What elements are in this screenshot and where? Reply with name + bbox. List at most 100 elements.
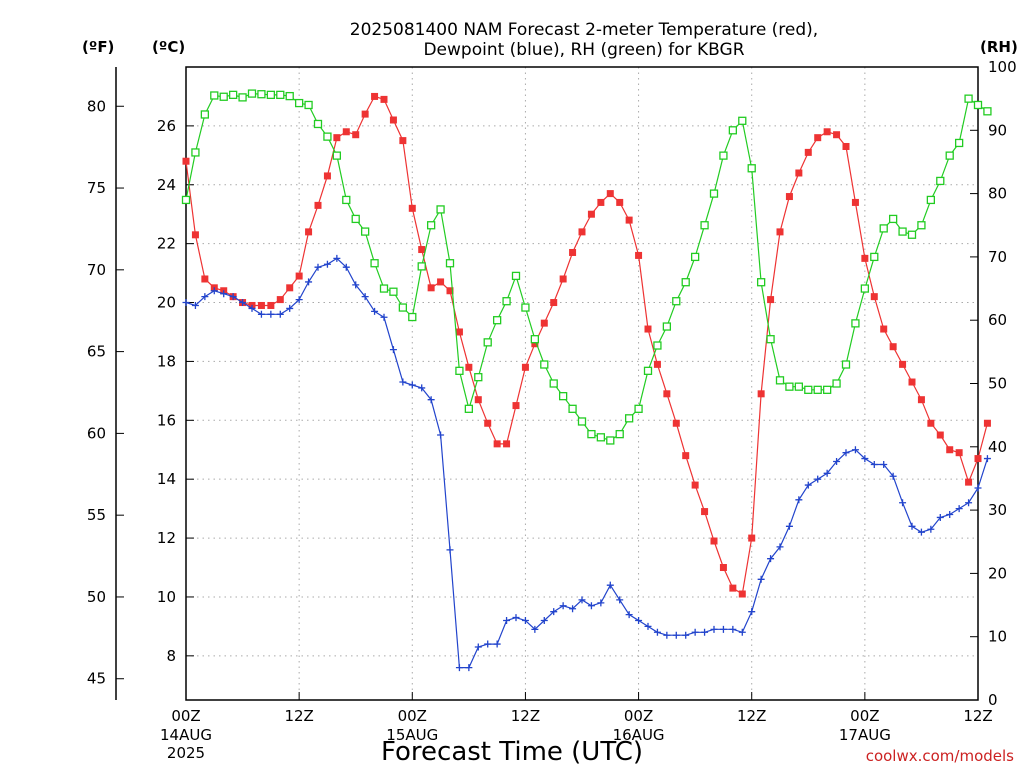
dewpoint-point (983, 455, 991, 463)
temperature-point (286, 284, 294, 292)
dewpoint-point (512, 614, 520, 622)
temperature-point (427, 284, 435, 292)
rh-point (643, 366, 653, 375)
dewpoint-point (616, 596, 624, 604)
rh-point (323, 132, 332, 141)
rh-point (492, 316, 502, 325)
rh-point (653, 341, 662, 350)
x-tick-label: 00Z (171, 707, 200, 725)
temperature-point (710, 537, 718, 545)
dewpoint-point (908, 522, 916, 530)
temperature-point (465, 363, 473, 371)
x-axis-label: Forecast Time (UTC) (381, 737, 643, 767)
temperature-point (314, 201, 322, 209)
temperature-point (729, 584, 737, 592)
temperature-point (757, 390, 765, 398)
rh-tick-label: 90 (988, 121, 1007, 139)
rh-point (766, 335, 775, 344)
temperature-point (785, 193, 793, 201)
temperature-point (371, 92, 379, 100)
dewpoint-point (814, 475, 822, 483)
rh-point (389, 287, 398, 296)
temperature-point (767, 296, 775, 304)
dewpoint-point (842, 449, 850, 457)
temperature-point (399, 137, 407, 145)
dewpoint-point (738, 628, 746, 636)
dewpoint-point (870, 460, 878, 468)
temperature-point (653, 360, 661, 368)
temperature-point (380, 95, 388, 103)
rh-point (719, 151, 728, 160)
dewpoint-point (889, 472, 897, 480)
rh-point (294, 98, 304, 108)
rh-point (474, 373, 483, 382)
rh-point (455, 366, 464, 375)
rh-point (964, 94, 973, 103)
celsius-tick-label: 10 (157, 588, 176, 606)
rh-point (738, 116, 747, 125)
rh-point (794, 382, 804, 391)
dewpoint-point (644, 622, 652, 630)
rh-point (860, 284, 870, 293)
fahrenheit-tick-label: 45 (87, 670, 106, 688)
dewpoint-point (861, 455, 869, 463)
celsius-tick-label: 12 (157, 529, 176, 547)
rh-point (756, 278, 766, 287)
rh-point (822, 385, 832, 394)
dewpoint-point (635, 617, 643, 625)
fahrenheit-tick-label: 60 (87, 424, 106, 442)
dewpoint-point (503, 617, 511, 625)
temperature-point (672, 419, 680, 427)
rh-tick-label: 40 (988, 438, 1007, 456)
rh-point (285, 91, 294, 101)
x-tick-date-label: 15AUG (386, 726, 438, 744)
dewpoint-point (804, 481, 812, 489)
dewpoint-point (936, 513, 944, 521)
rh-point (681, 278, 690, 287)
temperature-point (295, 272, 303, 280)
dewpoint-point (248, 304, 256, 312)
temperature-point (474, 396, 482, 404)
dewpoint-point (606, 581, 614, 589)
fahrenheit-tick-label: 65 (87, 343, 106, 361)
temperature-point (484, 419, 492, 427)
rh-tick-label: 80 (988, 185, 1007, 203)
rh-point (360, 227, 370, 236)
chart-title-line1: 2025081400 NAM Forecast 2-meter Temperat… (350, 20, 818, 40)
temperature-point (795, 169, 803, 177)
rh-tick-label: 30 (988, 501, 1007, 519)
axes: 8 10 12 14 16 18 20 22 24 26 45 50 55 60 65 70 75 80 0 10 20… (87, 58, 1017, 762)
temperature-point (257, 301, 265, 309)
celsius-tick-label: 14 (157, 470, 176, 488)
rh-point (436, 205, 445, 214)
dewpoint-point (540, 617, 548, 625)
temperature-point (616, 198, 624, 206)
temperature-point (625, 216, 633, 224)
rh-point (464, 404, 474, 413)
x-tick-year-label: 2025 (167, 744, 205, 762)
rh-point (304, 100, 313, 110)
rh-tick-label: 0 (988, 691, 998, 709)
temperature-point (493, 440, 501, 448)
temperature-point (201, 275, 209, 283)
rh-point (888, 214, 898, 224)
rh-point (804, 385, 813, 394)
dewpoint-point (257, 310, 265, 318)
rh-point (408, 312, 417, 322)
rh-point (954, 138, 964, 148)
celsius-tick-label: 16 (157, 411, 176, 429)
temperature-line (185, 95, 988, 595)
rh-point (879, 224, 888, 233)
temperature-point (437, 278, 445, 286)
x-tick-label: 00Z (624, 707, 653, 725)
fahrenheit-tick-label: 80 (87, 97, 106, 115)
dewpoint-point (748, 608, 756, 616)
rh-point (898, 227, 907, 236)
rh-point (398, 303, 408, 312)
temperature-point (889, 343, 897, 351)
dewpoint-point (371, 307, 379, 315)
dewpoint-point (427, 396, 435, 404)
rh-point (596, 433, 606, 442)
rh-point (483, 338, 492, 347)
fahrenheit-tick-label: 70 (87, 261, 106, 279)
